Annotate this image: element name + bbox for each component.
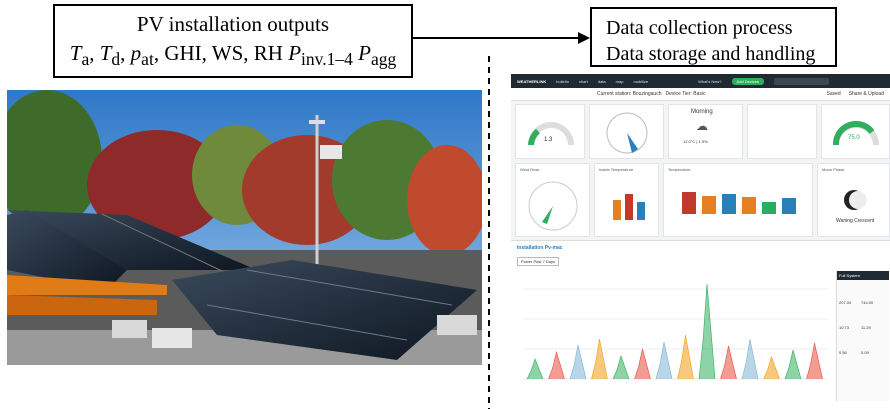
pv-outputs-variables: Ta, Td, pat, GHI, WS, RH Pinv.1–4 Pagg (55, 41, 411, 70)
inside-temp-title: Inside Temperature (599, 167, 634, 172)
variable-P-inv.1–4: Pinv.1–4 (288, 41, 353, 70)
variable-T-d: Td, (99, 41, 131, 70)
gauge-right-value: 75.0 (848, 135, 860, 141)
search-input[interactable] (774, 77, 830, 85)
gauge-widget-right: 75.0 (821, 104, 890, 159)
dashboard-subbar: Current station: Bouzingauch Device Tier… (511, 88, 890, 101)
temperature-bar (782, 198, 796, 214)
dashboard-topbar: WEATHERLINK bulletin chart data map mobi… (511, 74, 890, 88)
moon-phase-title: Moon Phase (822, 167, 845, 172)
cloud-icon: ☁ (696, 119, 708, 133)
moon-phase-widget: Moon Phase Waning Crescent (817, 163, 890, 237)
variable-T-a: Ta, (69, 41, 100, 70)
temperature-bar (682, 192, 696, 214)
temperature-widget: Temperature (663, 163, 813, 237)
data-storage-label: Data storage and handling (606, 43, 816, 65)
power-spike (741, 338, 759, 380)
power-spike (720, 345, 737, 380)
stats-widget (747, 104, 817, 159)
moon-state: Waning Crescent (836, 218, 875, 224)
station-label: Current station: Bouzingauch (597, 91, 662, 97)
pv-outputs-title: PV installation outputs (136, 12, 330, 36)
weatherlink-dashboard: WEATHERLINK bulletin chart data map mobi… (511, 74, 890, 404)
wind-rose-widget: Wind Rose (515, 163, 590, 237)
add-devices-button[interactable]: Add Devices (731, 77, 765, 85)
temperature-bar (722, 194, 736, 214)
variable-plain: GHI, WS, RH (164, 41, 289, 65)
data-collection-label: Data collection process (606, 17, 793, 39)
power-spike (784, 349, 802, 380)
power-spike (698, 283, 716, 380)
temperature-bar (702, 196, 716, 214)
pv-outputs-box: PV installation outputs Ta, Td, pat, GHI… (53, 4, 413, 78)
power-spike (591, 338, 608, 380)
power-spike (526, 358, 544, 380)
gauge-widget-left: 1.3 (515, 104, 585, 159)
variable-p-at: pat, (130, 41, 165, 70)
morning-title: Morning (691, 109, 713, 115)
wind-rose-icon (528, 181, 578, 231)
inside-temp-widget: Inside Temperature (594, 163, 659, 237)
pv-installation-photo (7, 90, 482, 365)
data-process-box: Data collection process Data storage and… (590, 7, 837, 67)
nav-chart[interactable]: chart (578, 78, 588, 84)
moon-icon (844, 190, 867, 210)
temperature-bars (682, 192, 796, 214)
power-chart-panel: Installation Pv-mac Power Past 7 Days Fu… (511, 240, 890, 404)
device-tier: Device Tier: Basic (665, 91, 706, 97)
gauge-left-value: 1.3 (544, 137, 553, 143)
side-value-3: 10.73 (839, 325, 850, 330)
power-spike (806, 342, 823, 380)
saved-button[interactable]: Saved (826, 91, 841, 97)
power-spike (655, 341, 673, 380)
side-panel-title: Full System (837, 271, 889, 280)
gauge-left-icon (528, 122, 574, 146)
side-panel: Full System 207.00 744.00 10.73 11.29 0.… (836, 271, 889, 401)
nav-map[interactable]: map (615, 78, 624, 84)
nav-data[interactable]: data (597, 78, 606, 84)
power-spike (763, 356, 780, 380)
compass-icon (606, 112, 648, 154)
panel-title: Installation Pv-mac (517, 245, 563, 251)
temperature-bar (762, 202, 776, 214)
compass-widget (589, 104, 664, 159)
side-value-5: 0.56 (839, 350, 847, 355)
morning-temp: 12.0°C | 1.9% (683, 139, 708, 144)
power-timeseries (523, 283, 828, 380)
side-value-4: 11.29 (861, 325, 871, 330)
arrow-head-icon (578, 32, 590, 44)
power-spike (569, 344, 587, 380)
power-spike (634, 348, 651, 380)
power-spike (548, 350, 565, 380)
side-value-2: 744.00 (861, 300, 874, 305)
temperature-title: Temperature (668, 167, 691, 172)
whats-new-link[interactable]: What's New? (698, 78, 722, 84)
gauge-right-icon (832, 120, 879, 146)
power-spike (677, 334, 694, 380)
forecast-widget: Morning ☁ 12.0°C | 1.9% (668, 104, 743, 159)
power-spike (612, 355, 630, 380)
panel-filter[interactable]: Power Past 7 Days (517, 257, 560, 266)
side-value-6: 0.09 (861, 350, 869, 355)
inside-temp-bars (613, 194, 645, 220)
nav-bulletin[interactable]: bulletin (556, 78, 569, 84)
temperature-bar (742, 197, 756, 214)
nav-mobilize[interactable]: mobilize (633, 78, 649, 84)
share-upload-button[interactable]: Share & Upload (848, 91, 884, 97)
side-value-1: 207.00 (839, 300, 852, 305)
brand-logo: WEATHERLINK (517, 78, 547, 84)
variable-P-agg: Pagg (358, 41, 397, 70)
wind-rose-title: Wind Rose (520, 167, 540, 172)
